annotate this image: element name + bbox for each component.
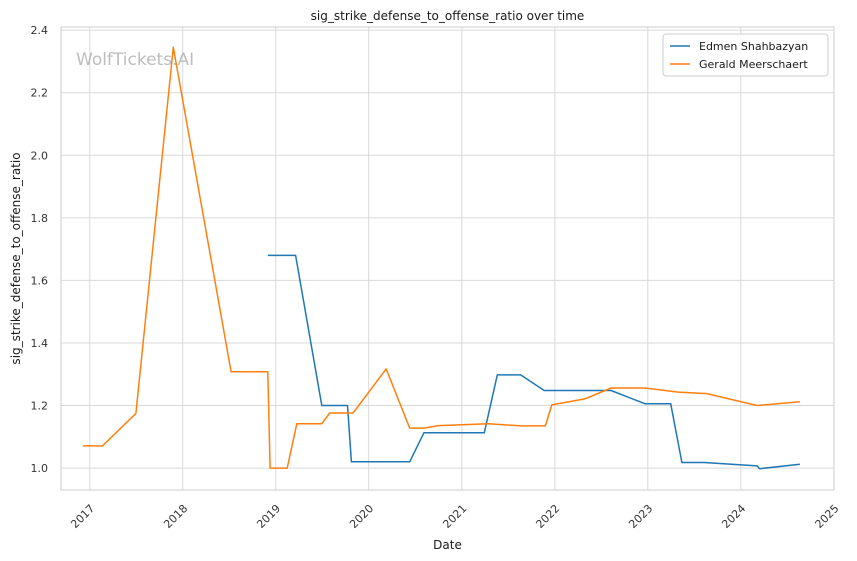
y-tick-label: 1.2: [31, 400, 49, 413]
series-line-1: [82, 46, 800, 469]
y-tick-label: 2.4: [31, 24, 49, 37]
series-layer: [82, 46, 800, 470]
y-tick-label: 2.2: [31, 87, 49, 100]
y-tick-label: 1.4: [31, 337, 49, 350]
plot-frame: [60, 26, 835, 491]
legend-label: Gerald Meerschaert: [699, 58, 808, 71]
legend-box: [662, 33, 829, 77]
legend-label: Edmen Shahbazyan: [699, 40, 808, 53]
y-tick-label: 2.0: [31, 149, 49, 162]
y-tick-label: 1.8: [31, 212, 49, 225]
legend: Edmen Shahbazyan Gerald Meerschaert: [662, 33, 829, 77]
y-tick-label: 1.0: [31, 462, 49, 475]
series-line-0: [267, 254, 800, 470]
watermark: WolfTickets.AI: [76, 50, 194, 70]
x-axis-label: Date: [433, 538, 462, 552]
y-tick-label: 1.6: [31, 274, 49, 287]
y-axis-ticks: 1.0 1.2 1.4 1.6 1.8 2.0 2.2 2.4: [31, 24, 49, 475]
y-axis-label: sig_strike_defense_to_offense_ratio: [9, 152, 23, 364]
chart-title: sig_strike_defense_to_offense_ratio over…: [311, 9, 585, 23]
